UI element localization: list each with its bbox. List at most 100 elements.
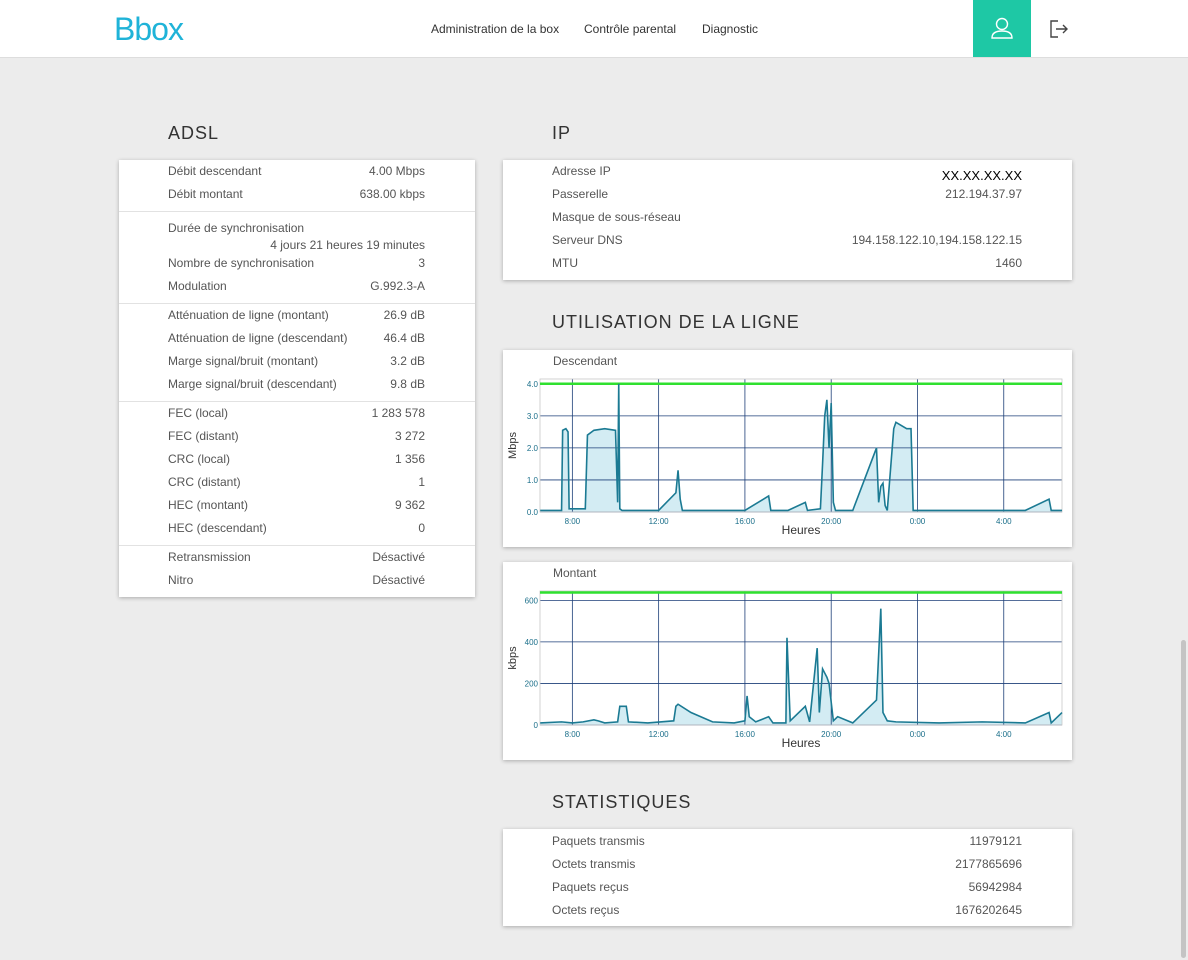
x-tick-label: 4:00 <box>996 517 1012 526</box>
x-tick-label: 12:00 <box>649 730 670 739</box>
row-label: Débit descendant <box>168 164 262 178</box>
separator <box>119 211 475 212</box>
row-label: Retransmission <box>168 550 251 564</box>
x-tick-label: 16:00 <box>735 517 756 526</box>
row-value: XX.XX.XX.XX <box>941 168 1022 183</box>
row-value: 212.194.37.97 <box>945 187 1022 201</box>
y-tick-label: 4.0 <box>527 380 539 389</box>
row-label: CRC (distant) <box>168 475 241 489</box>
y-tick-label: 3.0 <box>527 412 539 421</box>
chart: Montant kbps Heures 8:00 12:00 16:00 20:00 0:00… <box>507 566 1063 750</box>
line <box>540 383 1062 512</box>
row-label: FEC (distant) <box>168 429 239 443</box>
row-value: 3 <box>418 256 425 270</box>
section-title: UTILISATION DE LA LIGNE <box>552 312 800 332</box>
x-tick-label: 0:00 <box>910 517 926 526</box>
row-label: Serveur DNS <box>552 233 623 247</box>
x-tick-label: 12:00 <box>649 517 670 526</box>
account-icon <box>991 17 1013 39</box>
nav-link[interactable]: Administration de la box <box>431 22 560 36</box>
chart-title: Descendant <box>553 354 618 368</box>
logout-button[interactable] <box>1048 18 1070 40</box>
row-value: 1676202645 <box>955 903 1022 917</box>
row-label: Paquets transmis <box>552 834 645 848</box>
area <box>540 608 1062 725</box>
x-axis-label: Heures <box>782 523 821 537</box>
row-label: Modulation <box>168 279 227 293</box>
scrollbar[interactable] <box>1181 640 1186 958</box>
x-tick-label: 0:00 <box>910 730 926 739</box>
plot-border <box>539 590 1063 726</box>
separator <box>119 401 475 402</box>
row-label: Adresse IP <box>552 164 611 178</box>
section-title: STATISTIQUES <box>552 792 692 812</box>
row-value: Désactivé <box>372 550 425 564</box>
row-label: Nombre de synchronisation <box>168 256 315 270</box>
plot-border <box>539 378 1063 513</box>
row-value: 1 356 <box>394 452 425 466</box>
y-tick-label: 600 <box>525 596 539 605</box>
separator <box>119 303 475 304</box>
row-label: Atténuation de ligne (descendant) <box>168 331 348 345</box>
row-value: 3.2 dB <box>390 354 425 368</box>
row-value: 11979121 <box>969 834 1023 848</box>
row-value: G.992.3-A <box>370 279 425 293</box>
row-value: 46.4 dB <box>383 331 425 345</box>
y-tick-label: 0 <box>534 721 539 730</box>
y-tick-label: 2.0 <box>527 444 539 453</box>
y-tick-label: 0.0 <box>527 508 539 517</box>
y-axis-label: kbps <box>507 646 519 670</box>
row-value: 4.00 Mbps <box>368 164 425 178</box>
account-button[interactable] <box>973 0 1031 57</box>
row-label: Marge signal/bruit (montant) <box>168 354 319 368</box>
row-value: 638.00 kbps <box>359 187 425 201</box>
row-label: HEC (montant) <box>168 498 249 512</box>
row-label: HEC (descendant) <box>168 521 267 535</box>
stats-card: Paquets transmis 11979121 Octets transmis 2… <box>503 829 1072 926</box>
y-tick-label: 400 <box>525 638 539 647</box>
y-tick-label: 200 <box>525 679 539 688</box>
row-label: Passerelle <box>552 187 609 201</box>
row-label: Atténuation de ligne (montant) <box>168 308 329 322</box>
row-value: 9.8 dB <box>390 377 425 391</box>
line <box>540 608 1063 725</box>
nav-link[interactable]: Contrôle parental <box>584 22 677 36</box>
chart-card: Descendant Mbps Heures 8:00 12:00 16:00 20:00 0… <box>503 350 1072 547</box>
row-value: 194.158.122.10,194.158.122.15 <box>851 233 1022 247</box>
row-label: Octets transmis <box>552 857 636 871</box>
row-value: 0 <box>418 521 425 535</box>
section-title: ADSL <box>168 123 220 143</box>
x-tick-label: 16:00 <box>735 730 756 739</box>
x-tick-label: 8:00 <box>565 730 581 739</box>
top-bar: Bbox Administration de la box Contrôle p… <box>0 0 1188 58</box>
x-axis-label: Heures <box>782 736 821 750</box>
row-value: Désactivé <box>372 573 425 587</box>
x-tick-label: 4:00 <box>996 730 1012 739</box>
y-axis-label: Mbps <box>507 432 519 459</box>
x-tick-label: 20:00 <box>821 517 842 526</box>
row-value: 56942984 <box>968 880 1022 894</box>
section-title: IP <box>552 123 572 143</box>
row-value: 26.9 dB <box>383 308 425 322</box>
row-label: FEC (local) <box>168 406 229 420</box>
row-value: 2177865696 <box>955 857 1022 871</box>
ip-card: Adresse IP XX.XX.XX.XX Passerelle 212.194.3… <box>503 160 1072 280</box>
x-tick-label: 20:00 <box>821 730 842 739</box>
area <box>540 383 1062 512</box>
row-label: CRC (local) <box>168 452 231 466</box>
nav-link[interactable]: Diagnostic <box>702 22 759 36</box>
chart-title: Montant <box>553 566 597 580</box>
y-tick-label: 1.0 <box>527 476 539 485</box>
row-label: Octets reçus <box>552 903 620 917</box>
separator <box>119 545 475 546</box>
row-label: Masque de sous-réseau <box>552 210 681 224</box>
chart-card: Montant kbps Heures 8:00 12:00 16:00 20:00 0:00… <box>503 562 1072 760</box>
row-value: 1 283 578 <box>371 406 425 420</box>
row-value: 1460 <box>995 256 1022 270</box>
x-tick-label: 8:00 <box>565 517 581 526</box>
logo[interactable]: Bbox <box>114 11 184 47</box>
row-label: Durée de synchronisation <box>168 221 305 235</box>
row-value: 4 jours 21 heures 19 minutes <box>270 238 425 252</box>
row-label: MTU <box>552 256 578 270</box>
